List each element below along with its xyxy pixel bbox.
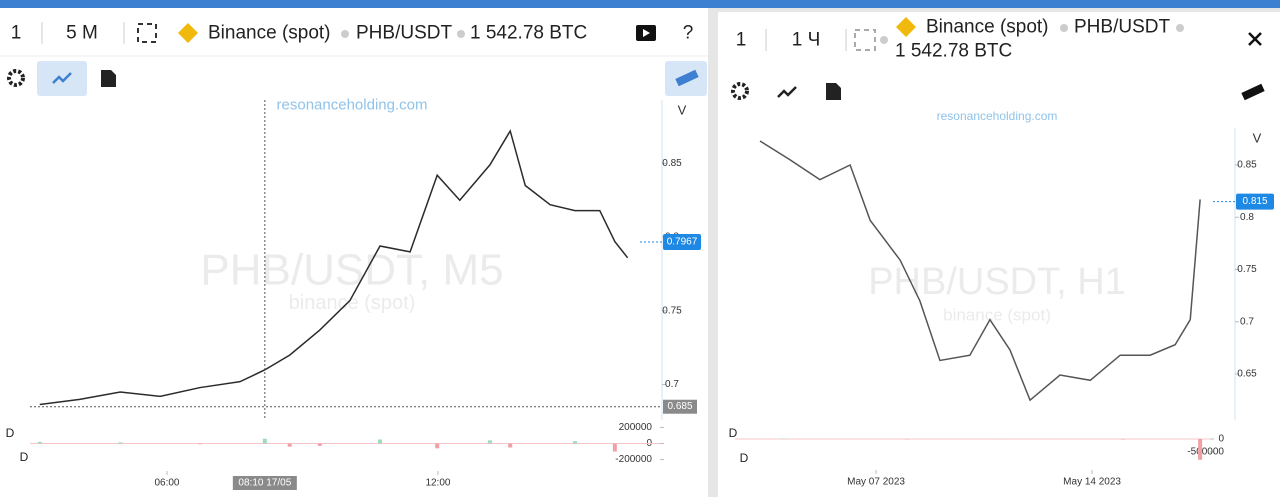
dot [341,30,349,38]
site: resonanceholding.com [277,97,428,114]
doc-icon[interactable] [101,70,116,87]
last-price: 0.7967 [667,237,698,248]
dot [1060,24,1068,32]
volume-bar [317,443,322,446]
crosshair-price: 0.685 [667,401,692,412]
site: resonanceholding.com [937,109,1058,123]
line-icon[interactable] [777,86,797,98]
line-icon [52,72,72,84]
volume-bar [508,443,513,448]
pair: PHB/USDT [356,23,452,44]
y-tick-label: 0.85 [1237,159,1257,170]
left-panel [0,8,708,497]
binance-logo [896,17,916,37]
y-tick-label: 200000 [619,422,653,433]
y-tick-label: 0.75 [662,305,682,316]
y-tick-label: 0.85 [662,158,682,169]
x-tick-label: 12:00 [425,478,450,489]
volume: 1 542.78 BTC [470,23,587,44]
y-tick-label: 0.65 [1237,369,1257,380]
volume-bar [287,443,292,447]
watermark: PHB/USDT, H1 [868,261,1126,303]
y-tick-label: 0.8 [1240,212,1254,223]
last-price-box [1236,193,1274,210]
volume-bar [1120,438,1125,440]
y-tick-label: 0.7 [665,379,679,390]
side-label: D [729,426,738,440]
x-tick-label: May 14 2023 [1063,477,1121,488]
volume-bar [37,441,42,444]
side-label: D [6,426,15,440]
axis-label: V [678,103,687,118]
dot [880,36,888,44]
binance-logo [178,23,198,43]
volume-bar [378,439,382,444]
settings-icon[interactable] [7,69,25,87]
volume-bar [572,441,577,444]
top-bar [0,0,1280,8]
watermark-sub: binance (spot) [943,306,1051,325]
x-tick-label: 06:00 [154,478,179,489]
y-tick-label: 0 [1218,433,1224,444]
layout-icon[interactable] [137,23,157,43]
price-line [39,129,629,406]
volume-bar [435,443,440,449]
y-tick-label: -200000 [615,454,652,465]
doc-icon[interactable] [826,83,841,100]
y-tick-label: 0.7 [1240,316,1254,327]
volume-bar [781,438,786,439]
close-icon[interactable] [1248,32,1262,46]
interval[interactable]: 5 M [66,23,98,44]
exchange: Binance (spot) [926,17,1049,38]
volume-bar [487,440,492,444]
volume-bar [612,443,617,452]
volume: 1 542.78 BTC [895,41,1012,62]
volume-bar [1198,438,1203,460]
volume-bar [262,438,267,444]
interval[interactable]: 1 Ч [792,30,821,51]
dot [457,30,465,38]
video-play [643,29,650,37]
volume-bar [198,443,203,445]
crosshair-price-box [663,399,697,414]
y-tick-label: -500000 [1187,446,1224,457]
pair: PHB/USDT [1074,17,1170,38]
help[interactable]: ? [683,23,694,44]
y-tick-label: 0.75 [1237,264,1257,275]
side-label: D [740,451,749,465]
panel-count[interactable]: 1 [736,30,747,51]
ruler-icon[interactable] [1241,83,1265,101]
last-price: 0.815 [1242,196,1267,207]
axis-label: V [1253,131,1262,146]
price-line [759,140,1201,402]
watermark: PHB/USDT, M5 [200,246,503,295]
volume-bar [118,442,123,444]
crosshair-time: 08:10 17/05 [238,478,291,489]
x-tick-label: May 07 2023 [847,477,905,488]
watermark-sub: binance (spot) [289,292,416,314]
layout-icon[interactable] [854,29,876,51]
last-price-box [663,234,701,251]
side-label: D [20,450,29,464]
settings-icon[interactable] [731,82,749,100]
right-panel [718,12,1280,497]
ruler-icon [675,69,699,87]
panel-count[interactable]: 1 [11,23,22,44]
dot [1176,24,1184,32]
exchange: Binance (spot) [208,23,331,44]
crosshair-time-box [232,476,297,490]
